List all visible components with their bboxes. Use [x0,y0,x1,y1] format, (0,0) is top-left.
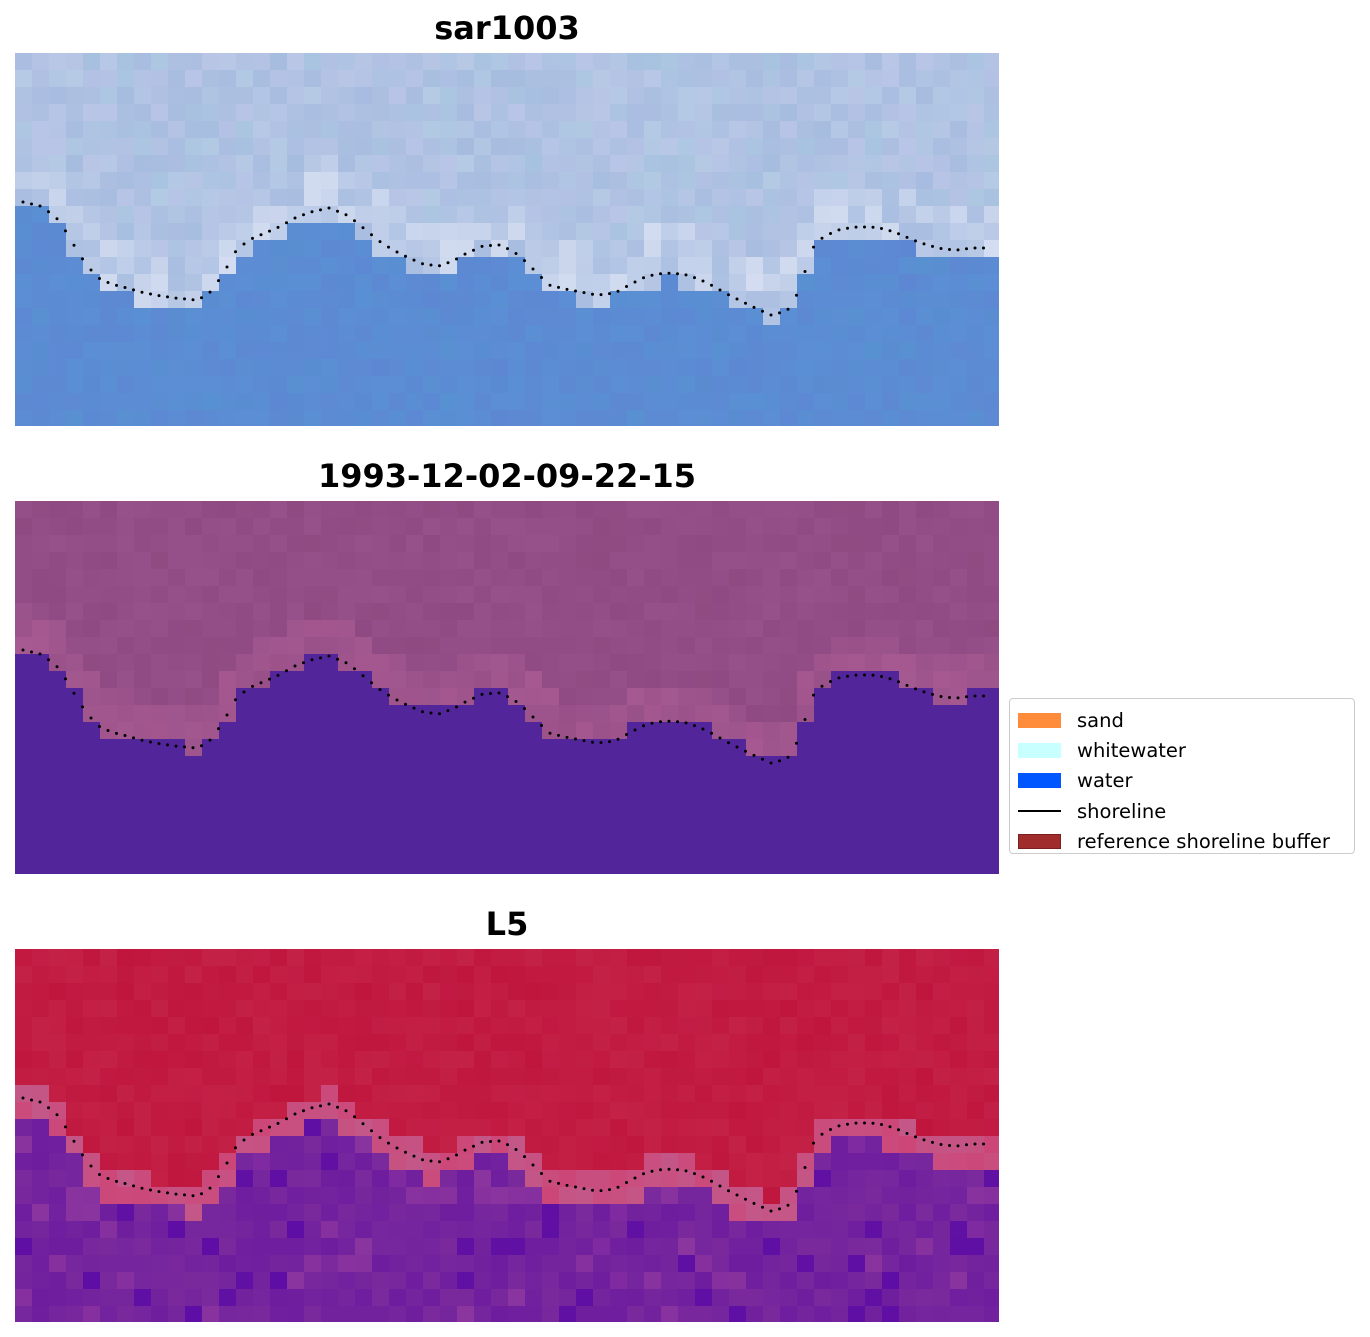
sar-image [15,53,999,426]
index-image-panel [15,949,999,1322]
shoreline-dots [21,200,985,317]
legend-item-sand: sand [1018,705,1354,735]
index-image [15,949,999,1322]
raster-cells [15,949,999,1322]
shoreline-line-swatch [1018,804,1061,819]
legend-item-reference-buffer: reference shoreline buffer [1018,827,1354,857]
sar-image-panel [15,53,999,426]
legend-label-water: water [1077,769,1133,793]
panel-title-sar1003: sar1003 [434,9,580,47]
legend-label-whitewater: whitewater [1077,739,1186,763]
panel-title-date: 1993-12-02-09-22-15 [317,457,697,495]
legend: sand whitewater water shoreline referenc… [1009,698,1355,854]
legend-label-reference-buffer: reference shoreline buffer [1077,830,1330,854]
reference-buffer-swatch [1018,834,1061,850]
raster-cells [15,53,999,426]
sand-swatch [1018,712,1061,728]
legend-item-water: water [1018,766,1354,796]
classified-image-panel [15,501,999,874]
shoreline-dots [21,648,985,765]
classified-image [15,501,999,874]
raster-cells [15,501,999,874]
panel-title-l5: L5 [485,905,529,943]
shoreline-dots [21,1096,985,1213]
whitewater-swatch [1018,743,1061,759]
legend-label-shoreline: shoreline [1077,799,1167,823]
legend-label-sand: sand [1077,708,1124,732]
legend-item-shoreline: shoreline [1018,796,1354,826]
legend-item-whitewater: whitewater [1018,735,1354,765]
water-swatch [1018,773,1061,789]
